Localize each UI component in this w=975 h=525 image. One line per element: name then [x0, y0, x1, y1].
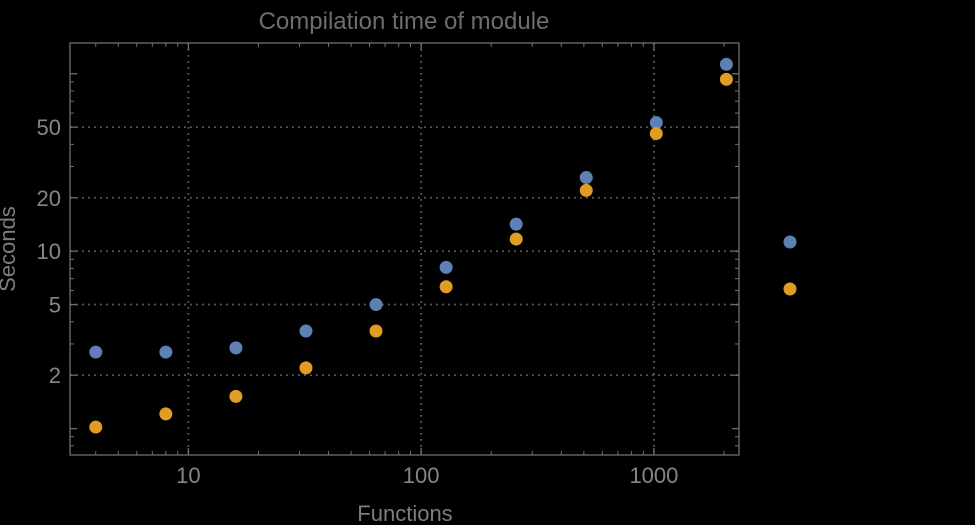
- data-point-series-blue: [299, 324, 313, 338]
- tick-labels: 10 100 1000 2 5 10 20 50: [37, 115, 679, 488]
- data-point-series-blue: [89, 345, 103, 359]
- chart-title: Compilation time of module: [259, 8, 550, 35]
- legend-markers: [783, 235, 797, 296]
- data-point-series-orange: [369, 324, 383, 338]
- y-tick-label: 5: [49, 293, 61, 318]
- plot-frame: [69, 42, 740, 456]
- y-tick-label: 20: [37, 186, 61, 211]
- data-point-series-blue: [439, 260, 453, 274]
- data-point-series-blue: [159, 345, 173, 359]
- data-point-series-orange: [159, 407, 173, 421]
- legend-marker-orange: [783, 282, 797, 296]
- data-point-series-orange: [579, 183, 593, 197]
- data-point-series-orange: [229, 389, 243, 403]
- data-point-series-orange: [509, 232, 523, 246]
- data-point-series-orange: [439, 280, 453, 294]
- data-point-series-blue: [369, 298, 383, 312]
- axis-ticks: [70, 43, 739, 455]
- gridlines: [70, 43, 739, 455]
- y-tick-label: 10: [37, 239, 61, 264]
- y-tick-label: 50: [37, 115, 61, 140]
- data-points: [89, 57, 733, 434]
- legend-marker-blue: [783, 235, 797, 249]
- x-tick-label: 10: [176, 463, 200, 488]
- y-axis-label: Seconds: [0, 206, 20, 292]
- x-tick-label: 100: [403, 463, 440, 488]
- data-point-series-orange: [89, 420, 103, 434]
- data-point-series-orange: [649, 127, 663, 141]
- x-axis-label: Functions: [357, 501, 452, 525]
- data-point-series-orange: [299, 361, 313, 375]
- data-point-series-blue: [579, 171, 593, 185]
- data-point-series-blue: [649, 116, 663, 130]
- data-point-series-orange: [719, 72, 733, 86]
- x-tick-label: 1000: [629, 463, 678, 488]
- data-point-series-blue: [719, 57, 733, 71]
- y-tick-label: 2: [49, 363, 61, 388]
- data-point-series-blue: [509, 217, 523, 231]
- frame-rect: [69, 42, 740, 456]
- data-point-series-blue: [229, 341, 243, 355]
